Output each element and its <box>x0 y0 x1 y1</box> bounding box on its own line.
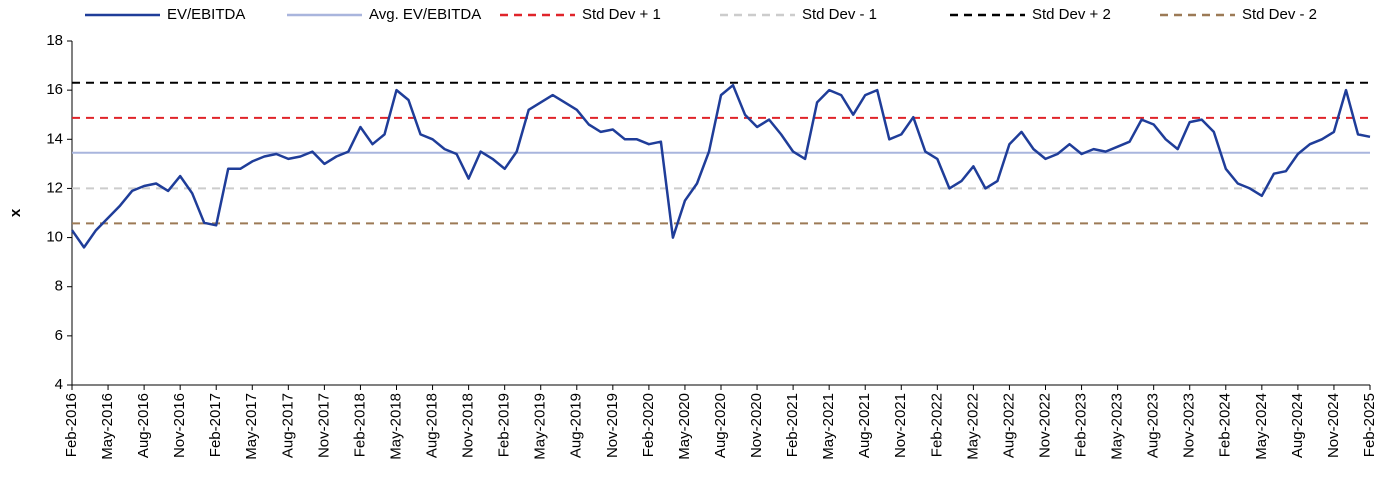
x-tick-label: Feb-2020 <box>640 393 657 457</box>
x-tick-label: Feb-2019 <box>496 393 513 457</box>
x-tick-label: Aug-2022 <box>1000 393 1017 458</box>
x-tick-label: Aug-2019 <box>568 393 585 458</box>
x-tick-label: Aug-2016 <box>135 393 152 458</box>
x-tick-label: Feb-2024 <box>1217 393 1234 457</box>
x-tick-label: May-2016 <box>99 393 116 460</box>
x-tick-label: Feb-2017 <box>207 393 224 457</box>
x-tick-label: May-2021 <box>820 393 837 460</box>
x-tick-label: Feb-2023 <box>1073 393 1090 457</box>
y-tick-label: 4 <box>55 376 63 393</box>
legend-label: Std Dev - 1 <box>802 6 877 23</box>
x-tick-label: Nov-2019 <box>604 393 621 458</box>
x-tick-label: May-2018 <box>387 393 404 460</box>
y-tick-label: 6 <box>55 327 63 344</box>
x-tick-label: Aug-2021 <box>856 393 873 458</box>
legend-label: Avg. EV/EBITDA <box>369 6 481 23</box>
y-tick-label: 16 <box>46 81 63 98</box>
x-tick-label: Aug-2023 <box>1145 393 1162 458</box>
legend-label: Std Dev - 2 <box>1242 6 1317 23</box>
y-tick-label: 14 <box>46 130 63 147</box>
legend-label: EV/EBITDA <box>167 6 245 23</box>
legend-label: Std Dev + 1 <box>582 6 661 23</box>
x-tick-label: Nov-2024 <box>1325 393 1342 458</box>
x-tick-label: May-2017 <box>243 393 260 460</box>
x-tick-label: Nov-2018 <box>460 393 477 458</box>
x-tick-label: Feb-2021 <box>784 393 801 457</box>
x-tick-label: May-2024 <box>1253 393 1270 460</box>
x-tick-label: Nov-2017 <box>315 393 332 458</box>
x-tick-label: Nov-2016 <box>171 393 188 458</box>
y-tick-label: 8 <box>55 278 63 295</box>
y-tick-label: 18 <box>46 32 63 49</box>
x-tick-label: May-2022 <box>964 393 981 460</box>
x-tick-label: Feb-2018 <box>351 393 368 457</box>
x-tick-label: Aug-2018 <box>424 393 441 458</box>
x-tick-label: Nov-2022 <box>1036 393 1053 458</box>
y-tick-label: 12 <box>46 179 63 196</box>
x-tick-label: Nov-2023 <box>1181 393 1198 458</box>
x-tick-label: Feb-2025 <box>1361 393 1378 457</box>
x-tick-label: Nov-2021 <box>892 393 909 458</box>
x-tick-label: Aug-2024 <box>1289 393 1306 458</box>
y-axis-label: x <box>7 208 24 217</box>
legend-label: Std Dev + 2 <box>1032 6 1111 23</box>
x-tick-label: May-2020 <box>676 393 693 460</box>
x-tick-label: May-2019 <box>532 393 549 460</box>
data-line <box>70 83 1371 249</box>
y-tick-label: 10 <box>46 229 63 246</box>
x-tick-label: Aug-2020 <box>712 393 729 458</box>
x-tick-label: Aug-2017 <box>279 393 296 458</box>
x-tick-label: Feb-2022 <box>928 393 945 457</box>
x-tick-label: Nov-2020 <box>748 393 765 458</box>
x-tick-label: May-2023 <box>1109 393 1126 460</box>
x-tick-label: Feb-2016 <box>63 393 80 457</box>
